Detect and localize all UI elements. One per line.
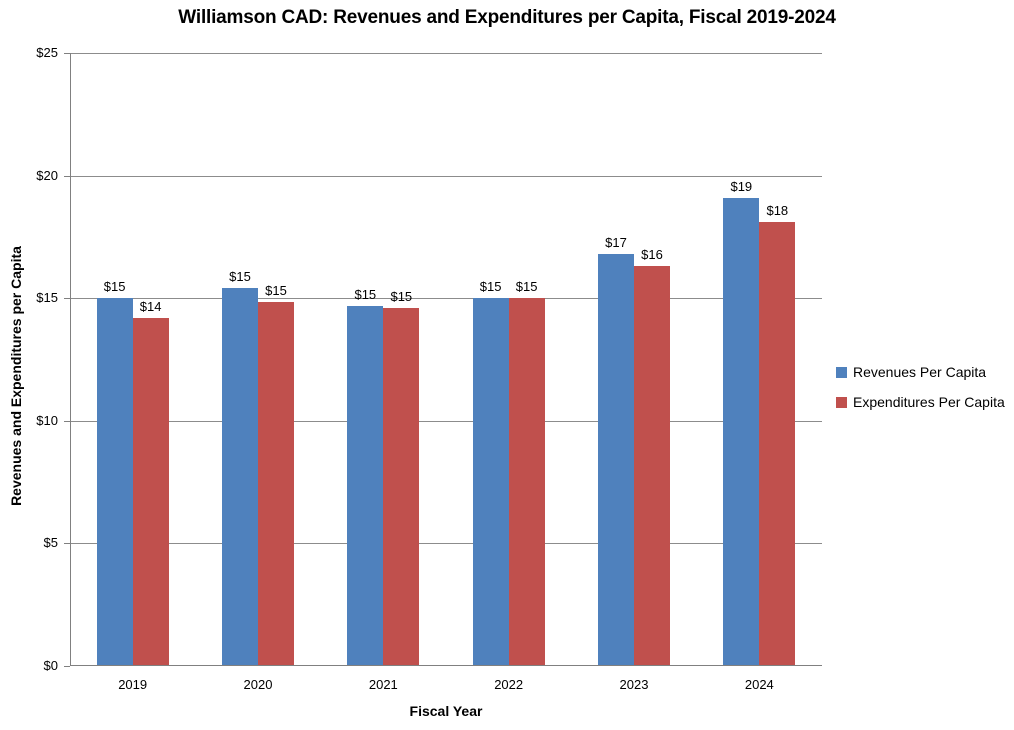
bar-label-revenues-per-capita-2024: $19 [730, 178, 753, 194]
legend-item-revenues: Revenues Per Capita [836, 364, 1005, 381]
legend-label-expenditures: Expenditures Per Capita [853, 394, 1005, 410]
x-tick-label-2024: 2024 [744, 677, 774, 692]
bar-label-revenues-per-capita-2023: $17 [605, 235, 627, 251]
x-tick-label-2020: 2020 [243, 677, 273, 692]
legend-item-expenditures: Expenditures Per Capita [836, 394, 1005, 411]
x-tick-label-2021: 2021 [368, 677, 398, 692]
bar-label-revenues-per-capita-2022: $15 [479, 279, 502, 295]
legend: Revenues Per Capita Expenditures Per Cap… [836, 364, 1005, 424]
gridline-25 [70, 53, 822, 54]
gridline-10 [70, 420, 822, 422]
bar-revenues-per-capita-2024 [723, 197, 760, 666]
bar-revenues-per-capita-2019 [96, 298, 133, 666]
chart-title: Williamson CAD: Revenues and Expenditure… [178, 7, 836, 28]
gridline-20 [70, 175, 822, 177]
y-tick-mark-15 [64, 298, 70, 300]
x-axis-title: Fiscal Year [409, 703, 483, 719]
x-tick-label-2022: 2022 [494, 677, 524, 692]
y-tick-mark-25 [64, 53, 70, 54]
bar-label-expenditures-per-capita-2021: $15 [390, 289, 413, 304]
x-axis-line [70, 665, 822, 666]
revenues-series-swatch-icon [836, 367, 847, 378]
bar-revenues-per-capita-2023 [598, 254, 634, 666]
y-axis-line [70, 53, 71, 666]
y-tick-mark-0 [64, 666, 70, 667]
bar-revenues-per-capita-2022 [472, 298, 509, 666]
bar-label-revenues-per-capita-2021: $15 [354, 286, 377, 302]
legend-label-revenues: Revenues Per Capita [853, 364, 987, 380]
plot-area: $0 $5 $10 $15 $20 $25 $15 $14 2019 $15 $15 2020 $15 $… [36, 46, 822, 692]
y-tick-mark-10 [64, 420, 70, 422]
x-tick-label-2019: 2019 [118, 677, 148, 692]
bar-expenditures-per-capita-2019 [132, 317, 169, 666]
bar-label-expenditures-per-capita-2022: $15 [515, 279, 538, 295]
bar-label-revenues-per-capita-2020: $15 [229, 269, 251, 285]
gridline-15 [70, 298, 822, 300]
expenditures-series-swatch-icon [836, 397, 847, 408]
bar-expenditures-per-capita-2022 [508, 298, 545, 666]
y-axis-title: Revenues and Expenditures per Capita [8, 246, 24, 506]
x-tick-label-2023: 2023 [619, 677, 649, 692]
bar-expenditures-per-capita-2020 [258, 301, 294, 666]
y-tick-mark-20 [64, 175, 70, 177]
y-tick-label-0: $0 [43, 658, 58, 673]
y-tick-label-10: $10 [36, 412, 58, 428]
y-tick-mark-5 [64, 543, 70, 545]
y-tick-label-20: $20 [36, 167, 58, 183]
bar-label-revenues-per-capita-2019: $15 [103, 279, 126, 295]
gridline-5 [70, 543, 822, 545]
y-tick-label-25: $25 [36, 45, 58, 60]
y-tick-label-5: $5 [43, 535, 58, 551]
bar-label-expenditures-per-capita-2020: $15 [265, 282, 287, 298]
bar-expenditures-per-capita-2021 [383, 308, 420, 666]
bar-label-expenditures-per-capita-2024: $18 [766, 203, 789, 219]
bar-revenues-per-capita-2020 [222, 288, 258, 666]
bar-label-expenditures-per-capita-2023: $16 [641, 247, 663, 263]
bar-label-expenditures-per-capita-2019: $14 [139, 298, 162, 314]
y-tick-label-15: $15 [36, 290, 58, 306]
bar-expenditures-per-capita-2023 [634, 266, 670, 666]
bar-revenues-per-capita-2021 [347, 305, 384, 666]
bar-expenditures-per-capita-2024 [759, 222, 796, 666]
